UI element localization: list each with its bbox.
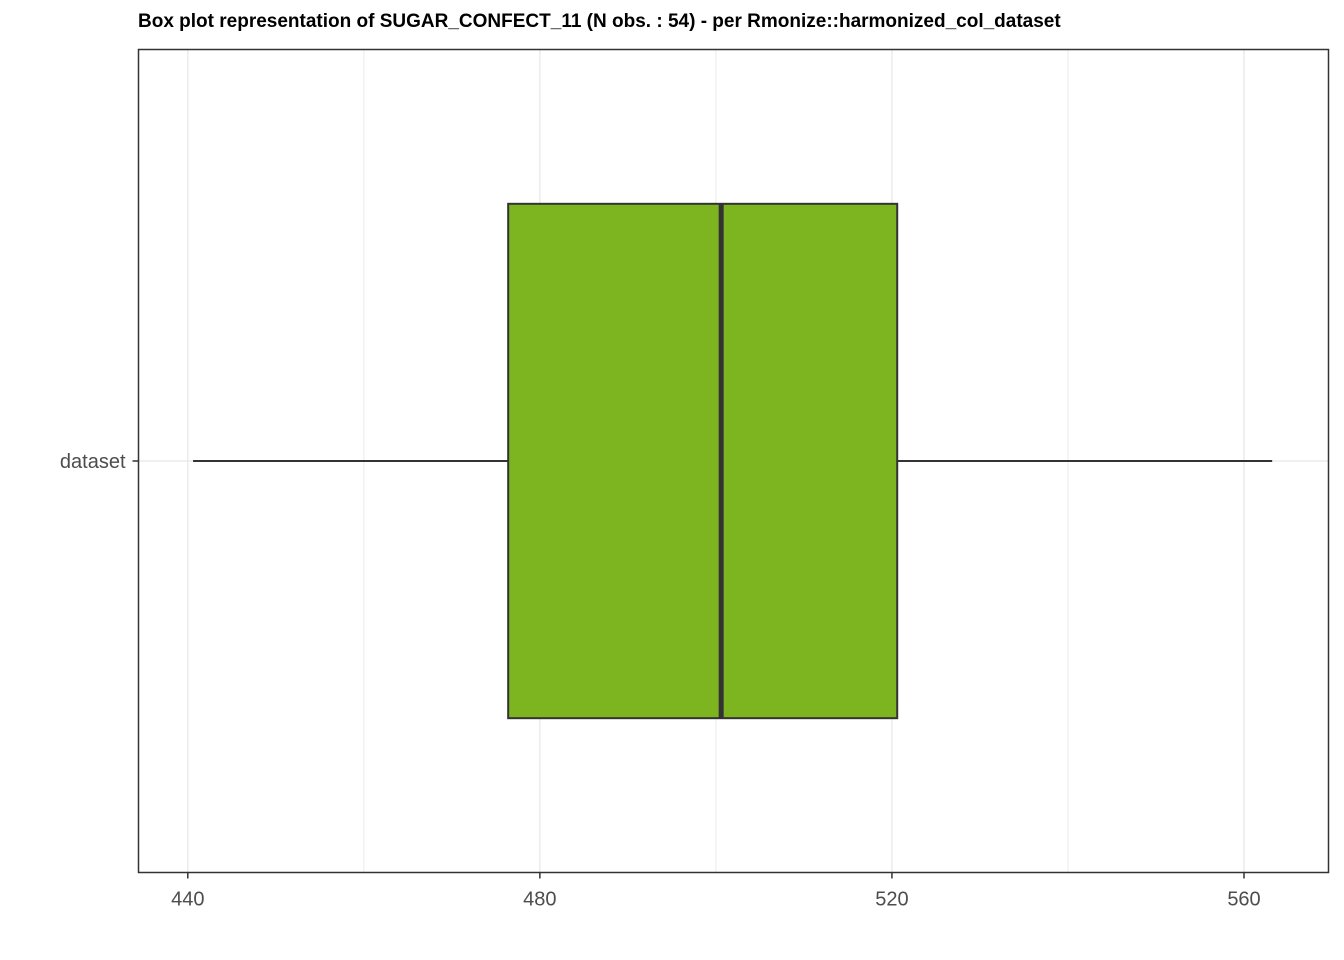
x-tick-label: 520 <box>875 889 908 911</box>
x-tick-label: 480 <box>523 889 556 911</box>
axes: 440 480 520 560 dataset <box>60 451 1261 911</box>
y-tick-label: dataset <box>60 451 126 473</box>
iqr-box <box>507 202 899 720</box>
x-tick-label: 440 <box>171 889 204 911</box>
chart-title: Box plot representation of SUGAR_CONFECT… <box>138 11 1061 32</box>
box-layer <box>193 202 1273 720</box>
x-tick-label: 560 <box>1227 889 1260 911</box>
